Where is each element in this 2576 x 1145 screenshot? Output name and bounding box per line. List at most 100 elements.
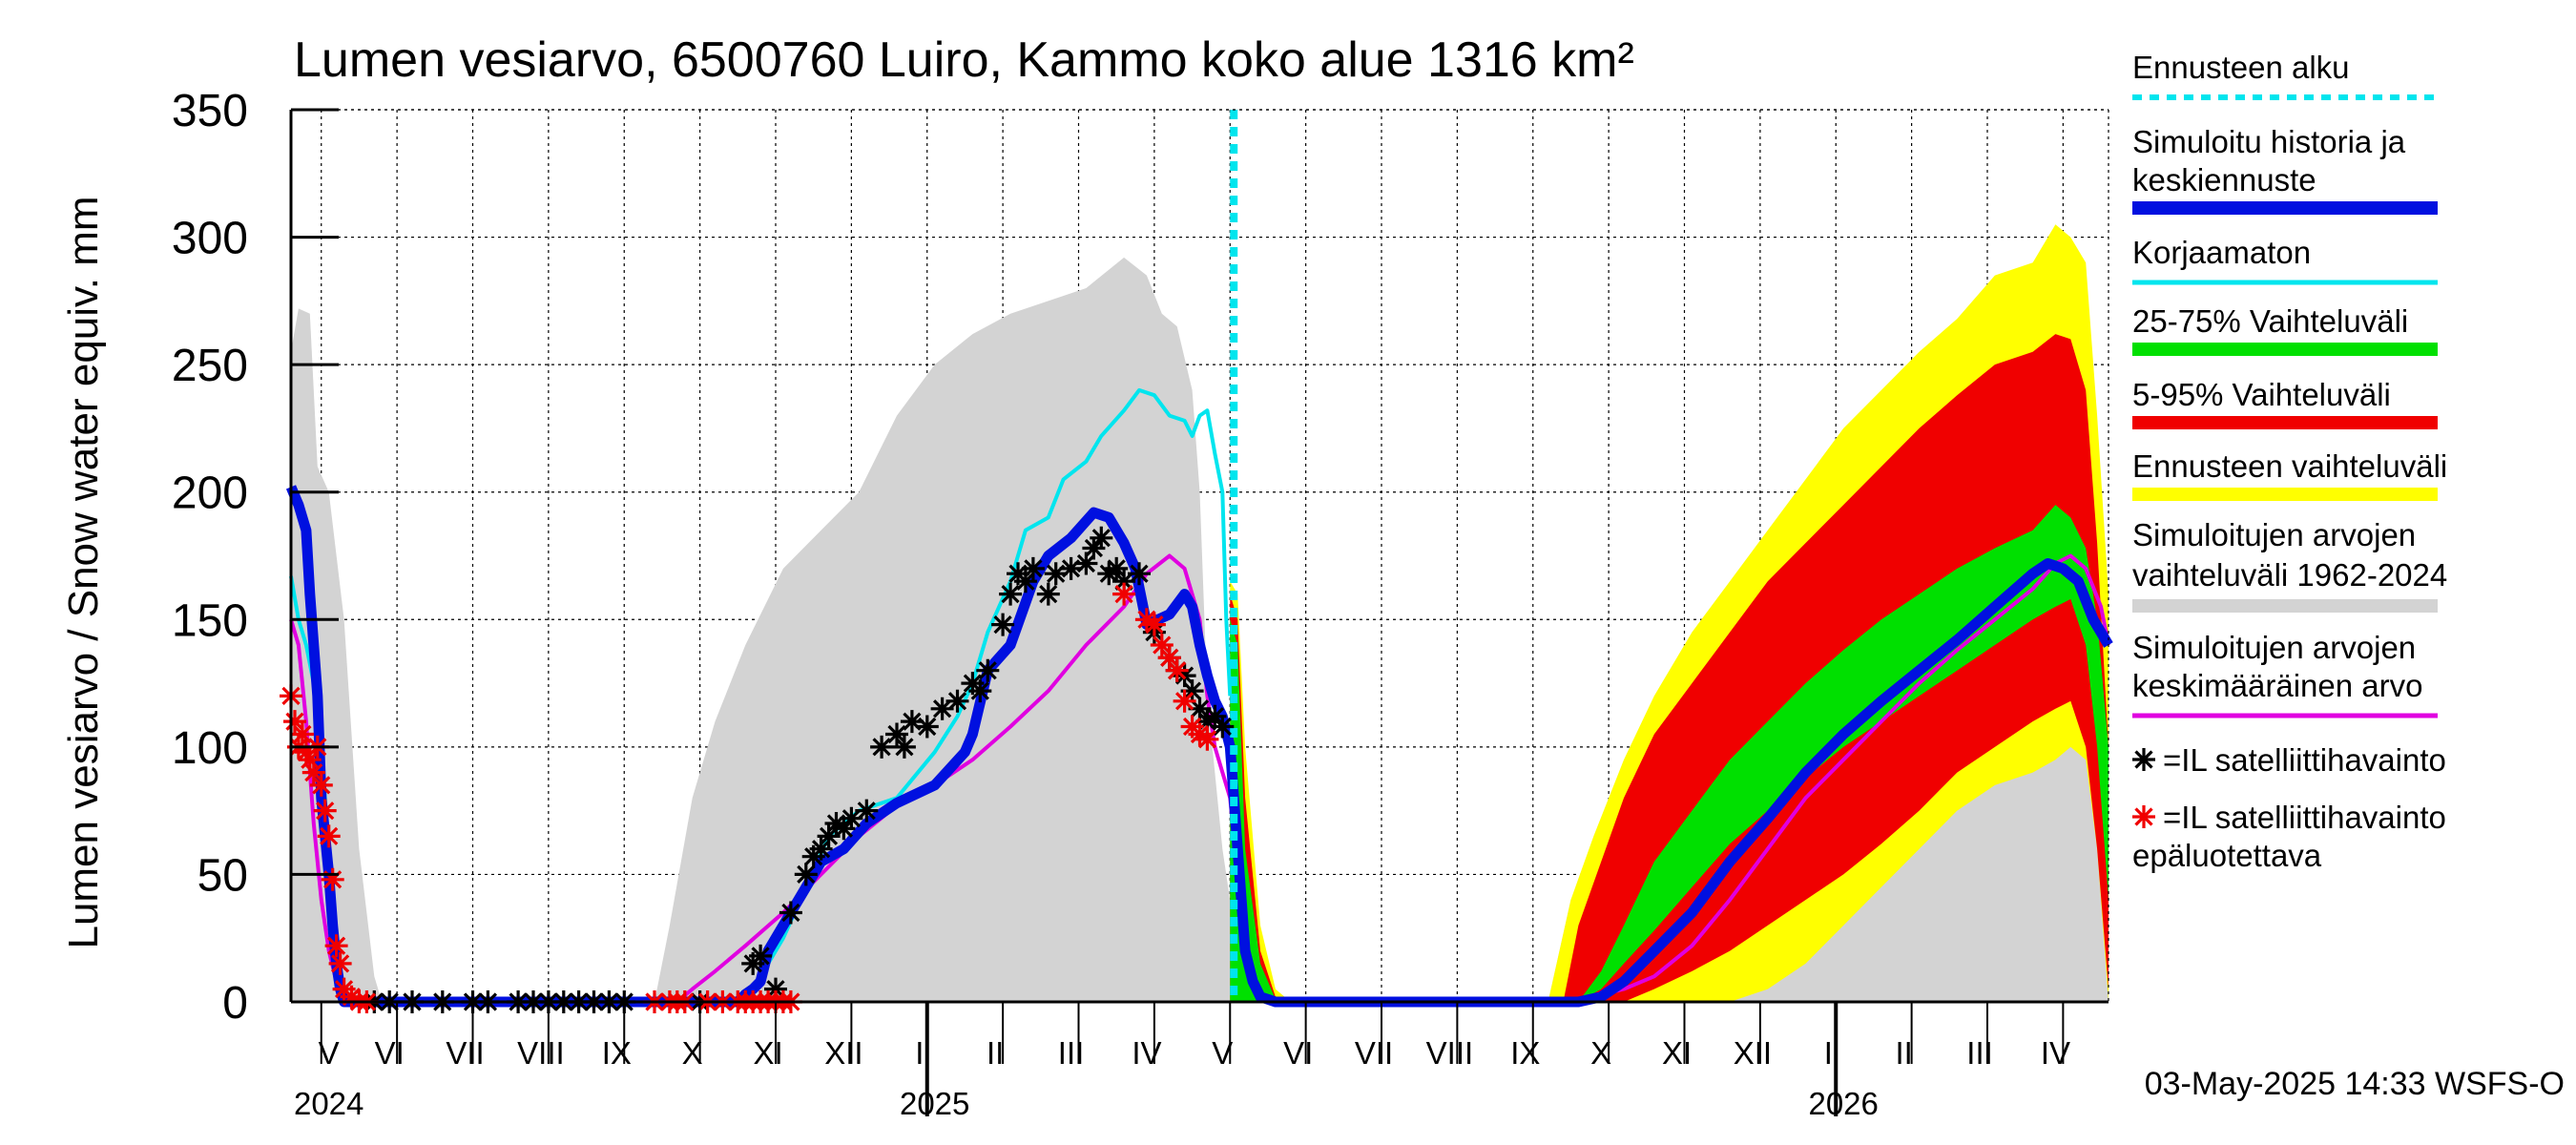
legend-label-line2: epäluotettava [2132, 838, 2322, 873]
x-month-label: I [1824, 1035, 1833, 1071]
observation-marker [885, 722, 908, 746]
observation-marker [900, 710, 924, 734]
observation-marker [1074, 552, 1098, 575]
observation-marker [1021, 556, 1045, 580]
x-month-label: VIII [1426, 1035, 1474, 1071]
y-axis-label: Lumen vesiarvo / Snow water equiv. mm [60, 196, 107, 948]
observation-marker [870, 735, 894, 759]
observation-marker [309, 773, 333, 797]
legend-label: =IL satelliittihavainto [2163, 800, 2446, 835]
observation-marker [321, 867, 344, 891]
x-year-label: 2025 [900, 1086, 969, 1121]
legend-label-line2: keskimääräinen arvo [2132, 668, 2422, 703]
legend-label: Simuloitujen arvojen [2132, 517, 2416, 552]
x-month-label: XII [1734, 1035, 1772, 1071]
legend-label: Korjaamaton [2132, 235, 2311, 270]
legend-label: Simuloitu historia ja [2132, 124, 2406, 159]
observation-marker [1105, 556, 1129, 580]
observation-marker [1090, 526, 1113, 550]
observation-marker [1195, 710, 1219, 734]
y-tick-label: 250 [172, 341, 248, 391]
observation-marker [930, 697, 954, 720]
x-month-label: XI [1662, 1035, 1692, 1071]
x-month-label: II [987, 1035, 1004, 1071]
x-month-label: XI [753, 1035, 782, 1071]
observation-marker [1180, 679, 1204, 703]
observation-marker [968, 679, 992, 703]
observation-marker [298, 748, 322, 772]
legend-label: =IL satelliittihavainto [2163, 742, 2446, 778]
y-tick-label: 0 [222, 978, 248, 1029]
x-month-label: V [319, 1035, 340, 1071]
x-month-label: III [1058, 1035, 1085, 1071]
legend-star-marker [2132, 805, 2155, 828]
observation-marker [892, 735, 916, 759]
observation-marker [324, 934, 348, 958]
observation-marker [976, 658, 1000, 682]
band-5-95-vaihteluv-li [1230, 334, 2109, 1003]
observation-marker [1173, 689, 1196, 713]
observation-marker [1188, 722, 1212, 746]
legend-label: 5-95% Vaihteluväli [2132, 377, 2391, 412]
observation-marker [328, 951, 352, 975]
y-tick-label: 100 [172, 723, 248, 774]
observation-marker [817, 824, 841, 848]
observation-marker [1173, 664, 1196, 688]
observation-marker [1157, 646, 1181, 670]
chart-title: Lumen vesiarvo, 6500760 Luiro, Kammo kok… [294, 32, 1634, 88]
observation-marker [855, 799, 879, 822]
observation-marker [1142, 613, 1166, 636]
x-month-label: IX [602, 1035, 632, 1071]
observation-marker [313, 799, 337, 822]
y-tick-label: 50 [197, 850, 248, 901]
legend-star-marker [2132, 748, 2155, 771]
x-month-label: VI [375, 1035, 405, 1071]
observation-marker [283, 710, 306, 734]
legend-label: 25-75% Vaihteluväli [2132, 303, 2408, 339]
observation-marker [832, 817, 856, 841]
x-month-label: X [682, 1035, 703, 1071]
observation-marker [1013, 570, 1037, 593]
observation-marker [809, 837, 833, 861]
observation-marker [1112, 570, 1136, 593]
observation-marker [945, 689, 969, 713]
x-month-label: XII [824, 1035, 862, 1071]
x-month-label: IX [1510, 1035, 1540, 1071]
observation-marker [1195, 727, 1219, 751]
observation-marker [1036, 582, 1060, 606]
observation-marker [1165, 658, 1189, 682]
x-month-label: II [1896, 1035, 1913, 1071]
footer-timestamp: 03-May-2025 14:33 WSFS-O [2145, 1066, 2565, 1102]
legend-label: Ennusteen alku [2132, 50, 2350, 85]
observation-marker [1097, 562, 1121, 586]
observation-marker [764, 977, 787, 1001]
observation-marker [1044, 562, 1068, 586]
observation-marker [1128, 562, 1151, 586]
x-month-label: VI [1283, 1035, 1313, 1071]
observation-marker [840, 806, 863, 830]
legend-label-line2: keskiennuste [2132, 162, 2316, 198]
x-year-label: 2026 [1808, 1086, 1878, 1121]
legend-label-line2: vaihteluväli 1962-2024 [2132, 557, 2447, 593]
x-month-label: III [1966, 1035, 1993, 1071]
x-month-label: IV [2041, 1035, 2070, 1071]
y-tick-label: 350 [172, 86, 248, 136]
legend-label: Ennusteen vaihteluväli [2132, 448, 2447, 484]
y-tick-label: 150 [172, 595, 248, 646]
x-month-label: IV [1132, 1035, 1161, 1071]
y-tick-label: 300 [172, 214, 248, 264]
legend-label: Simuloitujen arvojen [2132, 630, 2416, 665]
observation-marker [1203, 704, 1227, 728]
observation-marker [1211, 715, 1235, 739]
band-25-75-vaihteluv-li [1230, 505, 2109, 1002]
y-tick-label: 200 [172, 468, 248, 519]
x-month-label: VIII [517, 1035, 565, 1071]
observation-marker [340, 985, 364, 1009]
x-month-label: I [915, 1035, 924, 1071]
observation-marker [991, 613, 1015, 636]
observation-marker [1134, 608, 1158, 632]
x-year-label: 2024 [294, 1086, 364, 1121]
observation-marker [1082, 536, 1106, 560]
